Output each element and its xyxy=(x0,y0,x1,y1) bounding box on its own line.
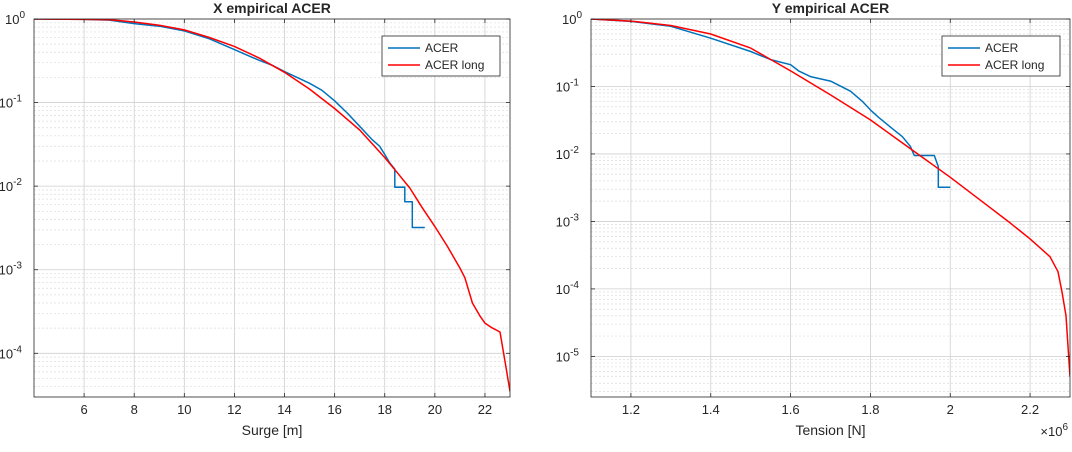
chart-svg: 6 8 10 12 14 16 18 20 22 100 10-1 10-2 10-3 10-4 X emp… xyxy=(0,0,511,438)
series-line-acer-long xyxy=(591,19,1070,377)
x-tick-label: 22 xyxy=(478,402,492,417)
legend-box xyxy=(381,35,501,77)
x-tick-label: 1.2 xyxy=(622,402,640,417)
series-group xyxy=(591,19,1070,377)
x-empirical-acer-chart: 6 8 10 12 14 16 18 20 22 100 10-1 10-2 10-3 10-4 X emp… xyxy=(0,0,536,447)
legend-entry-label: ACER long xyxy=(425,58,484,72)
x-tick-label: 16 xyxy=(327,402,341,417)
y-tick-label: 10-3 xyxy=(556,212,580,229)
y-tick-label: 100 xyxy=(5,10,25,27)
y-tick-label: 10-4 xyxy=(0,344,22,361)
y-tick-label: 10-1 xyxy=(0,94,22,111)
y-empirical-acer-chart: 1.2 1.4 1.6 1.8 2 2.2 100 10-1 10-2 10-3 10-4 10-5 Y… xyxy=(536,0,1072,447)
grid xyxy=(34,18,510,398)
series-line-acer xyxy=(591,19,951,189)
x-tick-label: 12 xyxy=(227,402,241,417)
x-tick-label: 20 xyxy=(428,402,442,417)
x-tick-label: 2.2 xyxy=(1021,402,1039,417)
x-tick-label: 1.8 xyxy=(861,402,879,417)
y-tick-label: 100 xyxy=(562,10,582,27)
legend: ACER ACER long xyxy=(381,35,501,77)
legend: ACER ACER long xyxy=(941,35,1061,77)
chart-title: Y empirical ACER xyxy=(772,0,890,16)
x-tick-label: 8 xyxy=(131,402,138,417)
x-tick-label: 6 xyxy=(80,402,87,417)
y-tick-label: 10-5 xyxy=(556,347,580,364)
x-axis-label: Tension [N] xyxy=(795,422,865,438)
legend-entry-label: ACER xyxy=(985,41,1019,55)
y-tick-label: 10-2 xyxy=(556,145,580,162)
x-tick-label: 2 xyxy=(947,402,954,417)
x-axis-label: Surge [m] xyxy=(242,422,303,438)
axes-box xyxy=(33,18,511,398)
y-tick-label: 10-3 xyxy=(0,261,22,278)
series-line-acer xyxy=(34,19,425,229)
y-tick-label: 10-1 xyxy=(556,77,580,94)
x-axis-multiplier: ×106 xyxy=(1040,422,1068,439)
axes-box xyxy=(590,18,1071,398)
legend-box xyxy=(941,35,1061,77)
x-tick-label: 10 xyxy=(177,402,191,417)
y-tick-label: 10-2 xyxy=(0,177,22,194)
x-tick-label: 1.6 xyxy=(782,402,800,417)
chart-title: X empirical ACER xyxy=(213,0,331,16)
legend-entry-label: ACER long xyxy=(985,58,1044,72)
x-tick-label: 1.4 xyxy=(702,402,720,417)
legend-entry-label: ACER xyxy=(425,41,459,55)
series-line-acer-long xyxy=(34,19,510,392)
series-group xyxy=(34,19,510,392)
x-tick-label: 14 xyxy=(277,402,291,417)
plot-area xyxy=(34,19,510,397)
x-tick-label: 18 xyxy=(378,402,392,417)
chart-svg: 1.2 1.4 1.6 1.8 2 2.2 100 10-1 10-2 10-3 10-4 10-5 Y… xyxy=(556,0,1071,439)
y-tick-label: 10-4 xyxy=(556,280,580,297)
